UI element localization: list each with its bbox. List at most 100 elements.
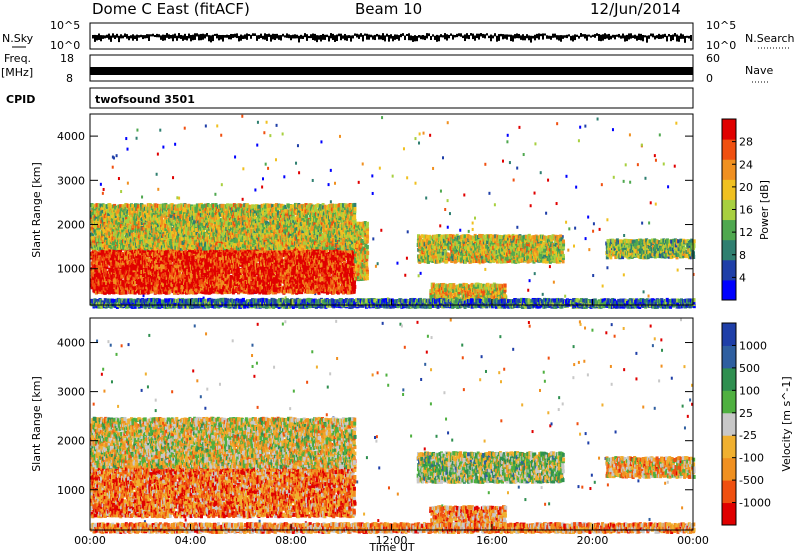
- noise-sample: [416, 35, 418, 42]
- noise-sample: [100, 35, 102, 42]
- data-cell: [247, 258, 251, 263]
- sparse-cell: [629, 180, 632, 184]
- data-cell: [196, 277, 200, 282]
- data-cell: [283, 289, 287, 294]
- data-cell: [186, 257, 190, 262]
- noise-sample: [610, 35, 612, 40]
- data-cell: [159, 288, 163, 293]
- data-cell: [191, 278, 195, 283]
- noise-sample: [188, 33, 190, 39]
- noise-sample: [410, 35, 412, 41]
- data-cell: [262, 251, 266, 256]
- data-cell: [108, 267, 112, 272]
- noise-sample: [576, 34, 578, 37]
- sparse-cell: [596, 117, 599, 121]
- noise-sample: [600, 34, 602, 42]
- data-cell: [170, 247, 174, 252]
- data-cell: [191, 262, 195, 267]
- nave-label: Nave: [745, 64, 773, 77]
- nave-axis-top: 60: [706, 52, 720, 65]
- data-cell: [330, 278, 334, 283]
- data-cell: [121, 260, 125, 265]
- data-cell: [197, 251, 201, 256]
- data-cell: [235, 278, 239, 283]
- data-cell: [222, 273, 226, 278]
- noise-sample: [688, 35, 690, 39]
- data-cell: [306, 248, 310, 253]
- data-cell: [235, 271, 239, 276]
- noise-sample: [620, 35, 622, 39]
- noise-sample: [428, 33, 430, 37]
- data-cell: [170, 254, 174, 259]
- data-cell: [249, 268, 253, 273]
- noise-sample: [644, 35, 646, 38]
- noise-sample: [242, 35, 244, 39]
- sparse-cell: [444, 207, 447, 211]
- noise-sample: [568, 34, 570, 37]
- noise-sample: [280, 35, 282, 41]
- data-cell: [258, 290, 262, 295]
- data-cell: [283, 261, 287, 266]
- noise-sample: [472, 33, 474, 40]
- data-cell: [228, 269, 232, 274]
- data-cell: [279, 276, 283, 281]
- noise-sample: [544, 33, 546, 36]
- data-cell: [154, 267, 158, 272]
- noise-sample: [196, 33, 198, 37]
- data-cell: [196, 265, 200, 270]
- noise-sample: [168, 34, 170, 39]
- noise-sample: [166, 33, 168, 38]
- sparse-cell: [653, 154, 656, 158]
- data-cell: [335, 247, 339, 252]
- noise-axis-top-left: 10^5: [50, 19, 80, 32]
- noise-sample: [540, 33, 542, 37]
- data-cell: [286, 248, 290, 253]
- sparse-cell: [545, 211, 548, 215]
- data-cell: [254, 260, 258, 265]
- data-cell: [97, 236, 101, 241]
- data-cell: [188, 285, 192, 290]
- data-cell: [171, 275, 175, 280]
- freq-trace: [90, 67, 693, 75]
- data-cell: [104, 217, 108, 222]
- sparse-cell: [506, 133, 509, 137]
- noise-sample: [566, 34, 568, 39]
- data-cell: [118, 290, 122, 295]
- data-cell: [211, 252, 215, 257]
- data-cell: [160, 260, 164, 265]
- data-cell: [333, 276, 337, 281]
- sparse-cell: [446, 199, 449, 203]
- sparse-cell: [176, 196, 179, 200]
- data-cell: [92, 267, 96, 272]
- data-cell: [104, 252, 108, 257]
- data-cell: [90, 283, 94, 288]
- data-cell: [130, 258, 134, 263]
- data-cell: [285, 283, 289, 288]
- data-cell: [224, 279, 228, 284]
- noise-sample: [550, 35, 552, 40]
- data-cell: [337, 271, 341, 276]
- data-cell: [225, 254, 229, 259]
- sparse-cell: [391, 174, 394, 178]
- data-cell: [133, 280, 137, 285]
- data-cell: [154, 285, 158, 290]
- noise-sample: [126, 34, 128, 39]
- noise-sample: [314, 33, 316, 41]
- data-cell: [340, 285, 344, 290]
- noise-sample: [150, 34, 152, 37]
- data-cell: [303, 280, 307, 285]
- data-cell: [188, 270, 192, 275]
- data-cell: [300, 260, 304, 265]
- noise-sample: [232, 34, 234, 38]
- data-cell: [139, 258, 143, 263]
- data-cell: [227, 274, 231, 279]
- data-cell: [300, 288, 304, 293]
- noise-sample: [406, 33, 408, 36]
- data-cell: [168, 253, 172, 258]
- sparse-cell: [658, 133, 661, 137]
- noise-sample: [302, 35, 304, 40]
- noise-sample: [252, 33, 254, 36]
- noise-sample: [384, 35, 386, 42]
- data-cell: [139, 280, 143, 285]
- data-cell: [106, 228, 110, 233]
